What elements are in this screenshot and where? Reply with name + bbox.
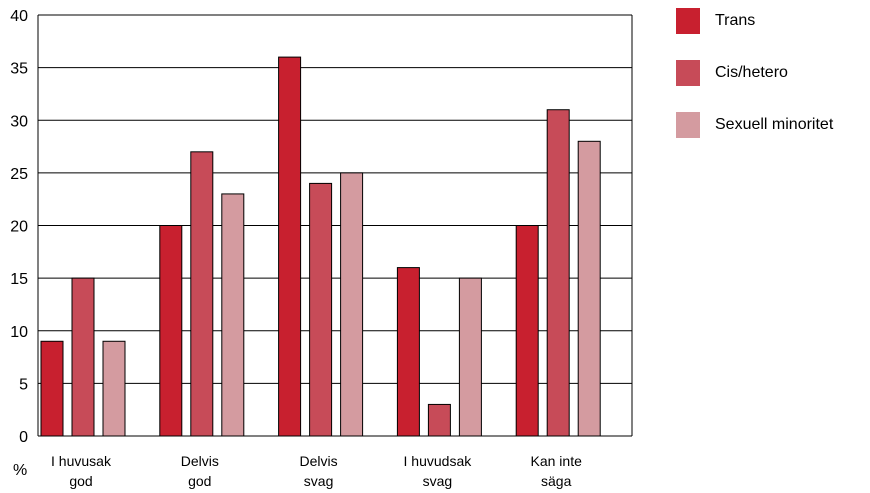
y-tick-label: 5	[19, 376, 28, 393]
legend-item-trans: Trans	[676, 8, 833, 34]
x-category-label: säga	[541, 473, 572, 489]
bars	[40, 56, 601, 437]
x-category-label: Delvis	[181, 453, 219, 469]
legend-swatch-cis-hetero	[676, 60, 700, 86]
legend-label-cis-hetero: Cis/hetero	[715, 64, 788, 81]
y-tick-label: 10	[10, 324, 28, 341]
bar-sexuell-minoritet-2	[340, 172, 364, 437]
y-tick-label: 40	[10, 8, 28, 25]
x-category-label: svag	[423, 473, 453, 489]
bar-cis-hetero-1	[190, 151, 214, 437]
bar-sexuell-minoritet-1	[221, 193, 245, 437]
gridlines	[38, 14, 632, 384]
x-category-labels: I huvusak god Delvis god Delvis svag I huvudsa…	[51, 453, 582, 489]
legend-swatch-trans	[676, 8, 700, 34]
legend-label-trans: Trans	[715, 12, 756, 29]
bar-trans-0	[40, 340, 64, 437]
bar-trans-4	[515, 225, 539, 437]
legend: Trans Cis/hetero Sexuell minoritet	[676, 8, 833, 164]
legend-item-cis-hetero: Cis/hetero	[676, 60, 833, 86]
y-tick-label: 20	[10, 219, 28, 236]
bar-cis-hetero-3	[427, 403, 451, 437]
bar-sexuell-minoritet-0	[102, 340, 126, 437]
bar-trans-2	[278, 56, 302, 437]
bar-sexuell-minoritet-4	[577, 140, 601, 437]
bar-trans-3	[396, 267, 420, 437]
x-category-label: Kan inte	[531, 453, 583, 469]
y-axis-unit-label: %	[13, 462, 27, 479]
y-tick-label: 30	[10, 113, 28, 130]
axes	[37, 15, 633, 437]
bar-sexuell-minoritet-3	[458, 277, 482, 437]
x-category-label: god	[69, 473, 92, 489]
y-tick-labels: 0 5 10 15 20 25 30 35 40	[10, 8, 28, 446]
x-category-label: god	[188, 473, 211, 489]
y-tick-label: 35	[10, 61, 28, 78]
y-tick-label: 15	[10, 271, 28, 288]
x-category-label: I huvudsak	[404, 453, 473, 469]
y-tick-label: 0	[19, 429, 28, 446]
bar-cis-hetero-2	[309, 182, 333, 437]
y-tick-label: 25	[10, 166, 28, 183]
x-category-label: svag	[304, 473, 334, 489]
legend-item-sexuell-minoritet: Sexuell minoritet	[676, 112, 833, 138]
bar-trans-1	[159, 225, 183, 437]
legend-label-sexuell-minoritet: Sexuell minoritet	[715, 116, 834, 133]
legend-swatch-sexuell-minoritet	[676, 112, 700, 138]
bar-cis-hetero-4	[546, 109, 570, 437]
bar-cis-hetero-0	[71, 277, 95, 437]
x-category-label: Delvis	[300, 453, 338, 469]
x-category-label: I huvusak	[51, 453, 112, 469]
